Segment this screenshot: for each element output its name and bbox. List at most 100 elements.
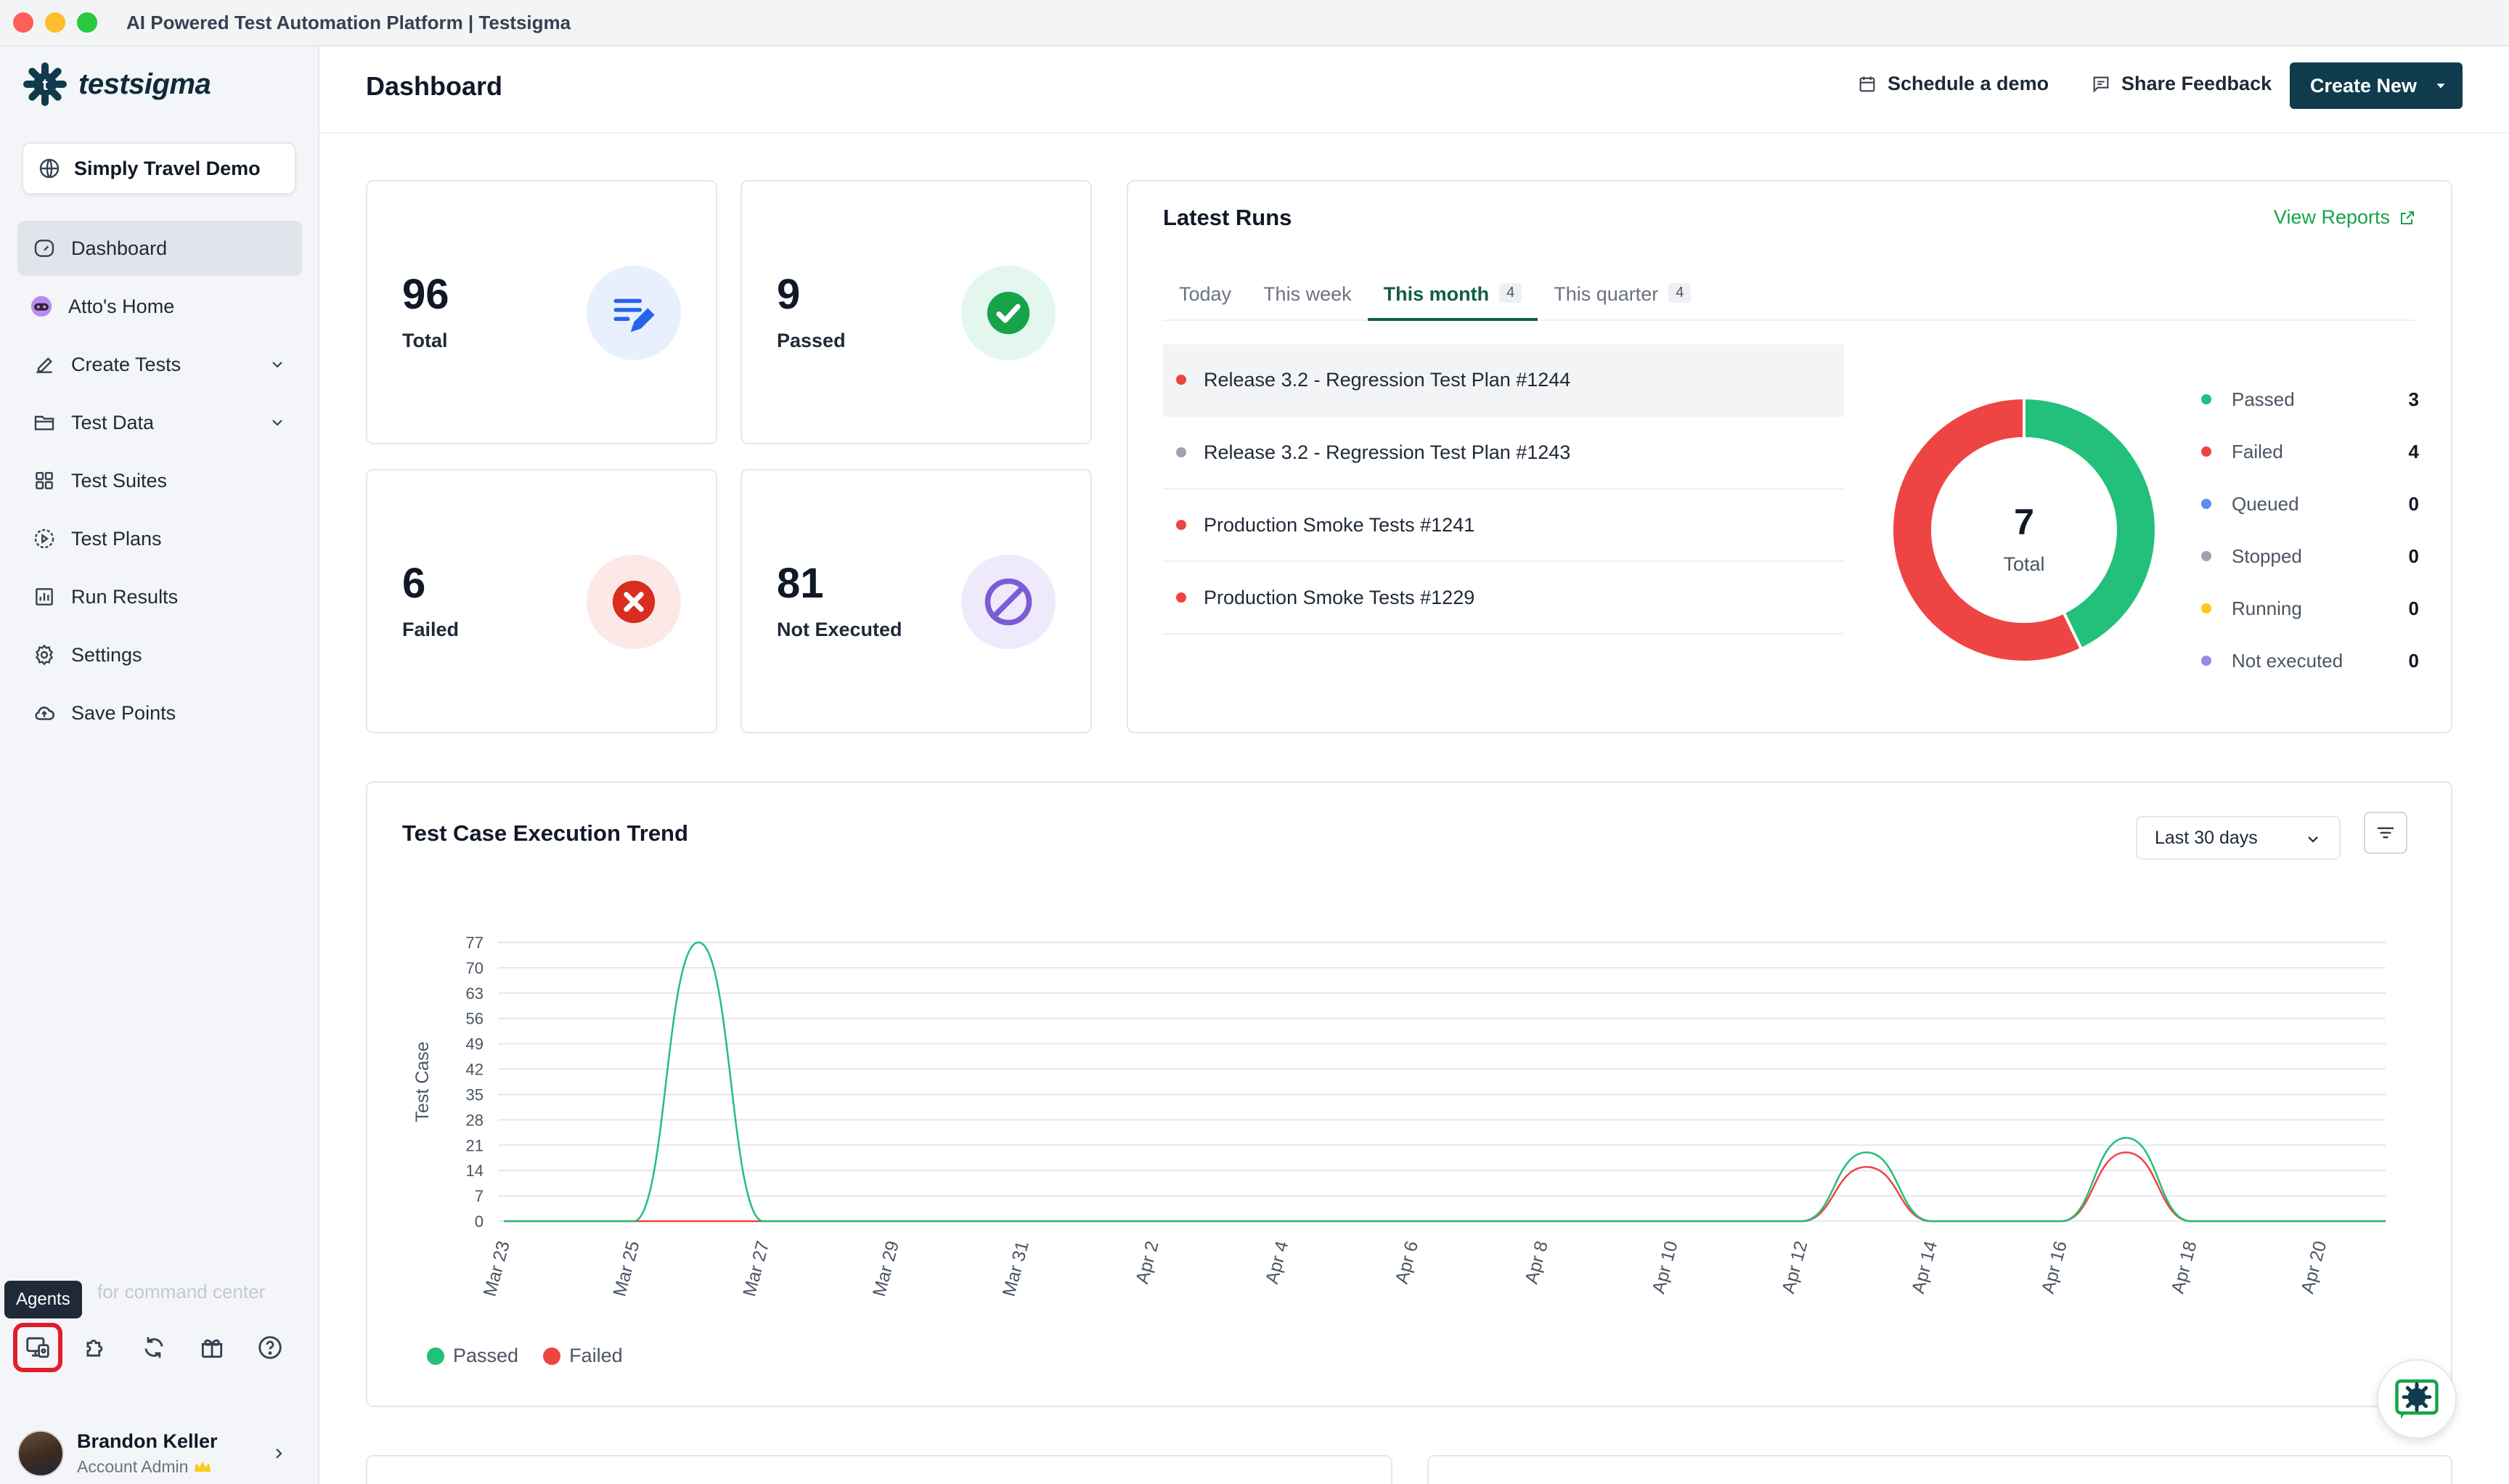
legend-value: 0: [2408, 597, 2419, 619]
stat-card-total[interactable]: 96 Total: [366, 180, 717, 444]
play-circle-icon: [34, 529, 54, 549]
sidebar-item-label: Test Plans: [71, 527, 162, 550]
tab-label: This week: [1263, 283, 1352, 305]
series-line-passed[interactable]: [504, 941, 2386, 1223]
user-profile[interactable]: Brandon Keller Account Admin: [17, 1430, 302, 1477]
filter-icon: [2377, 827, 2394, 839]
stat-failed-value: 6: [402, 560, 426, 607]
help-icon: [258, 1336, 282, 1359]
addons-button[interactable]: [76, 1327, 116, 1368]
cloud-icon: [35, 706, 54, 720]
legend-value: 3: [2408, 388, 2419, 410]
tab-label: Today: [1179, 283, 1232, 305]
bottom-card-right: [1427, 1455, 2452, 1484]
sidebar-item-save-points[interactable]: Save Points: [17, 685, 302, 741]
zoom-window-button[interactable]: [77, 12, 97, 33]
help-button[interactable]: [250, 1327, 290, 1368]
tab-today[interactable]: Today: [1163, 273, 1247, 321]
legend-dot: [427, 1347, 444, 1365]
agents-button[interactable]: [13, 1323, 62, 1372]
run-item[interactable]: Production Smoke Tests #1241: [1163, 489, 1844, 562]
run-item[interactable]: Release 3.2 - Regression Test Plan #1243: [1163, 417, 1844, 489]
sidebar-item-test-plans[interactable]: Test Plans: [17, 511, 302, 566]
stat-card-failed[interactable]: 6 Failed: [366, 469, 717, 733]
sidebar-item-run-results[interactable]: Run Results: [17, 569, 302, 624]
stat-not-executed-badge: [961, 555, 1056, 649]
sync-button[interactable]: [134, 1327, 174, 1368]
whats-new-button[interactable]: [192, 1327, 232, 1368]
y-tick-label: 35: [466, 1085, 484, 1104]
sidebar-tools: [13, 1323, 290, 1372]
run-item[interactable]: Production Smoke Tests #1229: [1163, 562, 1844, 635]
y-tick-label: 0: [475, 1212, 484, 1231]
run-status-dot: [1176, 592, 1186, 603]
tab-this-week[interactable]: This week: [1247, 273, 1368, 321]
run-status-dot: [1176, 520, 1186, 530]
sidebar-item-test-suites[interactable]: Test Suites: [17, 453, 302, 508]
x-tick-label: Apr 10: [1649, 1239, 1682, 1295]
close-window-button[interactable]: [13, 12, 33, 33]
run-name: Production Smoke Tests #1229: [1204, 586, 1475, 608]
sidebar-item-attos-home[interactable]: Atto's Home: [17, 279, 302, 334]
sidebar-item-dashboard[interactable]: Dashboard: [17, 221, 302, 276]
brand-logo[interactable]: t testsigma: [22, 61, 211, 107]
sidebar-item-label: Create Tests: [71, 353, 181, 375]
chevron-down-icon: [272, 362, 282, 368]
x-tick-label: Apr 18: [2168, 1239, 2201, 1295]
filter-button[interactable]: [2364, 812, 2407, 854]
stat-not-executed-label: Not Executed: [777, 619, 902, 640]
page-title: Dashboard: [366, 71, 503, 101]
grid-icon: [36, 472, 53, 489]
gear-icon: [35, 644, 54, 666]
sidebar-item-settings[interactable]: Settings: [17, 627, 302, 682]
x-tick-label: Apr 2: [1132, 1239, 1163, 1286]
trend-legend-item[interactable]: Failed: [543, 1345, 623, 1367]
runs-list: Release 3.2 - Regression Test Plan #1244…: [1163, 344, 1844, 635]
schedule-demo-button[interactable]: Schedule a demo: [1857, 73, 2049, 95]
stat-total-label: Total: [402, 330, 448, 351]
page-header: Dashboard Schedule a demo Share Feedback…: [319, 46, 2509, 134]
user-role: Account Admin: [77, 1457, 218, 1477]
agents-tooltip: Agents: [4, 1281, 82, 1318]
agents-icon: [26, 1337, 49, 1358]
create-new-button[interactable]: Create New: [2290, 62, 2463, 109]
window-controls: [13, 12, 97, 33]
y-tick-label: 21: [466, 1136, 484, 1154]
legend-dot: [2201, 447, 2211, 457]
feedback-icon: [2093, 76, 2109, 93]
stat-card-not-executed[interactable]: 81 Not Executed: [741, 469, 1092, 733]
view-reports-link[interactable]: View Reports: [2274, 206, 2416, 229]
run-status-dot: [1176, 375, 1186, 385]
date-range-value: Last 30 days: [2155, 827, 2258, 848]
sidebar-item-test-data[interactable]: Test Data: [17, 395, 302, 450]
sync-icon: [144, 1337, 163, 1358]
share-feedback-button[interactable]: Share Feedback: [2091, 73, 2272, 95]
sidebar-item-create-tests[interactable]: Create Tests: [17, 337, 302, 392]
date-range-select[interactable]: Last 30 days: [2136, 816, 2341, 860]
donut-slice-passed[interactable]: [2023, 396, 2158, 651]
run-item[interactable]: Release 3.2 - Regression Test Plan #1244: [1163, 344, 1844, 417]
assistant-chat-button[interactable]: [2377, 1359, 2457, 1439]
legend-dot: [2201, 499, 2211, 509]
bar-chart-icon: [36, 588, 53, 606]
series-line-failed[interactable]: [504, 1151, 2386, 1223]
legend-value: 0: [2408, 649, 2419, 672]
stat-card-passed[interactable]: 9 Passed: [741, 180, 1092, 444]
minimize-window-button[interactable]: [45, 12, 65, 33]
pencil-icon: [36, 357, 53, 373]
tab-this-quarter[interactable]: This quarter 4: [1538, 273, 1707, 321]
legend-dot: [2201, 394, 2211, 404]
svg-text:t: t: [42, 76, 48, 94]
legend-item: Stopped 0: [2201, 530, 2419, 582]
legend-label: Not executed: [2232, 649, 2343, 672]
runs-legend: Passed 3 Failed 4 Queued 0 Stopped 0 Running…: [2201, 373, 2419, 687]
legend-item: Running 0: [2201, 582, 2419, 635]
tab-this-month[interactable]: This month 4: [1367, 273, 1538, 321]
workspace-selector[interactable]: Simply Travel Demo: [22, 142, 296, 195]
avatar: [17, 1430, 64, 1477]
y-tick-label: 14: [466, 1162, 484, 1180]
create-new-dropdown[interactable]: [2419, 62, 2463, 109]
donut-slice-failed[interactable]: [1890, 396, 2084, 664]
assistant-chat-icon: [2395, 1379, 2439, 1419]
trend-legend-item[interactable]: Passed: [427, 1345, 518, 1367]
